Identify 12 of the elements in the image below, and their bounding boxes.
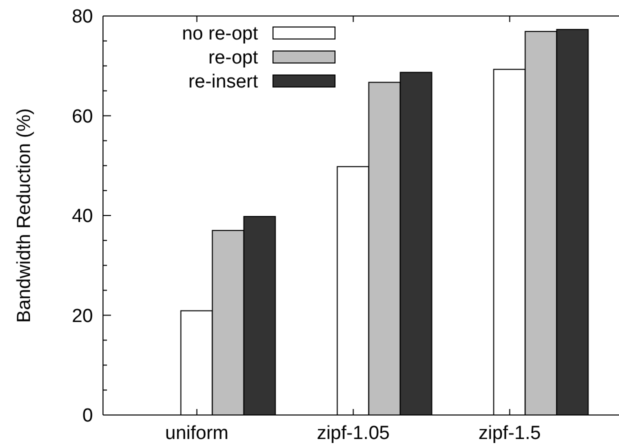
legend-label: re-opt <box>208 48 259 69</box>
y-tick-label: 40 <box>72 206 93 228</box>
y-tick-label: 20 <box>72 306 93 327</box>
x-tick-label: zipf-1.05 <box>316 423 390 444</box>
x-tick-label: zipf-1.5 <box>478 423 541 444</box>
y-axis-title: Bandwidth Reduction (%) <box>14 108 35 323</box>
legend-label: no re-opt <box>182 24 259 45</box>
y-tick-label: 0 <box>82 406 93 427</box>
legend-label: re-insert <box>188 72 259 93</box>
y-tick-label: 80 <box>72 6 93 28</box>
x-tick-label: uniform <box>165 423 229 444</box>
y-tick-label: 60 <box>72 106 93 128</box>
